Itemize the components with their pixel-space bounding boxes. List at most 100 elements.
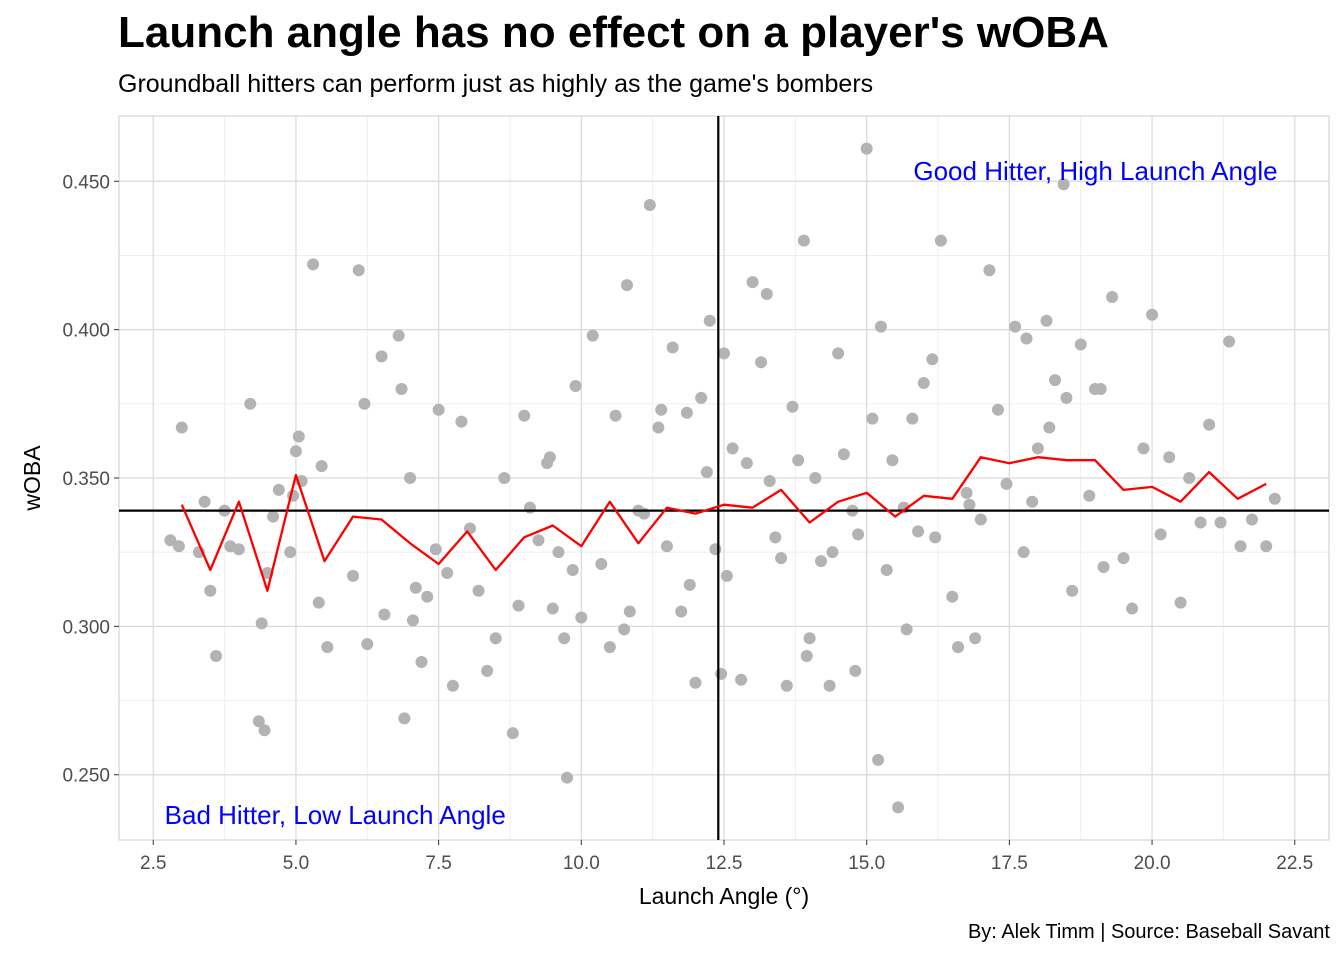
data-point xyxy=(1174,596,1187,609)
data-point xyxy=(1154,528,1167,541)
y-tick-label: 0.450 xyxy=(62,172,110,193)
data-point xyxy=(1214,516,1227,529)
data-point xyxy=(934,234,947,247)
data-point xyxy=(255,617,268,630)
x-tick-label: 15.0 xyxy=(848,853,885,874)
data-point xyxy=(880,563,893,576)
data-point xyxy=(312,596,325,609)
annotation-label: Good Hitter, High Launch Angle xyxy=(913,156,1277,186)
data-point xyxy=(792,454,805,467)
data-point xyxy=(929,531,942,544)
data-point xyxy=(618,623,631,636)
data-point xyxy=(441,566,454,579)
data-point xyxy=(675,605,688,618)
data-point xyxy=(543,451,556,464)
x-tick-label: 20.0 xyxy=(1134,853,1171,874)
data-point xyxy=(952,641,965,654)
x-tick-label: 17.5 xyxy=(991,853,1028,874)
annotation-label: Bad Hitter, Low Launch Angle xyxy=(165,800,506,830)
data-point xyxy=(432,403,445,416)
data-point xyxy=(655,403,668,416)
data-point xyxy=(680,406,693,419)
x-tick-label: 2.5 xyxy=(140,853,166,874)
x-tick-label: 5.0 xyxy=(283,853,309,874)
data-point xyxy=(872,753,885,766)
data-point xyxy=(809,472,822,484)
data-point xyxy=(991,403,1004,416)
data-point xyxy=(284,546,297,559)
y-tick-label: 0.400 xyxy=(62,321,110,342)
data-point xyxy=(960,486,973,499)
data-point xyxy=(797,234,810,247)
data-point xyxy=(886,454,899,467)
data-point xyxy=(172,540,185,553)
data-point xyxy=(1094,382,1107,395)
data-point xyxy=(232,543,245,556)
data-point xyxy=(666,341,679,354)
data-point xyxy=(1245,513,1258,526)
data-point xyxy=(1031,442,1044,455)
data-point xyxy=(446,679,459,692)
y-axis-ticks: 0.250 0.300 0.350 0.400 0.450 xyxy=(62,172,119,787)
data-point xyxy=(726,442,739,455)
data-point xyxy=(164,534,177,547)
data-point xyxy=(315,460,328,473)
data-point xyxy=(472,584,485,597)
x-axis-ticks: 2.5 5.0 7.5 10.0 12.5 15.0 17.5 20.0 22.5 xyxy=(140,840,1313,874)
data-point xyxy=(892,801,905,814)
data-point xyxy=(361,638,374,651)
data-point xyxy=(660,540,673,553)
data-point xyxy=(307,258,320,271)
data-point xyxy=(623,605,636,618)
data-point xyxy=(720,569,733,582)
data-point xyxy=(775,552,788,565)
data-point xyxy=(638,507,651,520)
data-point xyxy=(204,584,217,597)
data-point xyxy=(703,314,716,327)
data-point xyxy=(498,472,511,484)
data-point xyxy=(860,142,873,155)
data-point xyxy=(917,377,930,390)
data-point xyxy=(963,498,976,511)
data-point xyxy=(800,650,813,663)
data-point xyxy=(746,276,759,289)
data-point xyxy=(1106,291,1119,303)
data-point xyxy=(1146,308,1159,321)
data-point xyxy=(609,409,622,422)
data-point xyxy=(874,320,887,333)
data-point xyxy=(1057,178,1070,191)
data-point xyxy=(755,356,768,369)
data-point xyxy=(849,664,862,677)
data-point xyxy=(1223,335,1236,348)
data-point xyxy=(1126,602,1139,615)
data-point xyxy=(595,558,608,571)
reference-lines xyxy=(119,116,1329,840)
data-point xyxy=(352,264,365,277)
data-point xyxy=(421,590,434,603)
data-point xyxy=(321,641,334,654)
data-point xyxy=(569,380,582,393)
x-tick-label: 12.5 xyxy=(706,853,743,874)
data-point xyxy=(1117,552,1130,565)
data-point xyxy=(378,608,391,621)
x-tick-label: 10.0 xyxy=(563,853,600,874)
data-point xyxy=(210,650,223,663)
data-point xyxy=(252,715,265,728)
data-point xyxy=(415,655,428,668)
data-point xyxy=(1268,492,1281,505)
data-point xyxy=(1040,314,1053,327)
data-point xyxy=(1137,442,1150,455)
data-point xyxy=(289,445,302,458)
trend-line xyxy=(180,456,1267,592)
data-point xyxy=(292,430,305,443)
data-point xyxy=(695,391,708,404)
y-axis-title: wOBA xyxy=(19,445,45,512)
data-point xyxy=(586,329,599,342)
data-point xyxy=(852,528,865,541)
data-point xyxy=(1049,374,1062,387)
data-point xyxy=(506,727,519,740)
data-point xyxy=(1074,338,1087,351)
data-point xyxy=(272,483,285,496)
data-point xyxy=(406,614,419,627)
